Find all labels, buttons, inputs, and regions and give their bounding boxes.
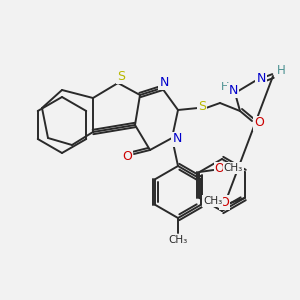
Text: CH₃: CH₃ xyxy=(168,235,188,245)
Text: H: H xyxy=(221,82,229,92)
Text: N: N xyxy=(256,73,266,85)
Text: N: N xyxy=(172,133,182,146)
Text: H: H xyxy=(277,64,285,77)
Text: S: S xyxy=(198,100,206,113)
Text: O: O xyxy=(220,196,230,208)
Text: CH₃: CH₃ xyxy=(224,163,243,173)
Text: N: N xyxy=(228,83,238,97)
Text: N: N xyxy=(159,76,169,88)
Text: S: S xyxy=(117,70,125,83)
Text: O: O xyxy=(122,149,132,163)
Text: O: O xyxy=(214,163,224,176)
Text: CH₃: CH₃ xyxy=(203,196,222,206)
Text: O: O xyxy=(254,116,264,130)
